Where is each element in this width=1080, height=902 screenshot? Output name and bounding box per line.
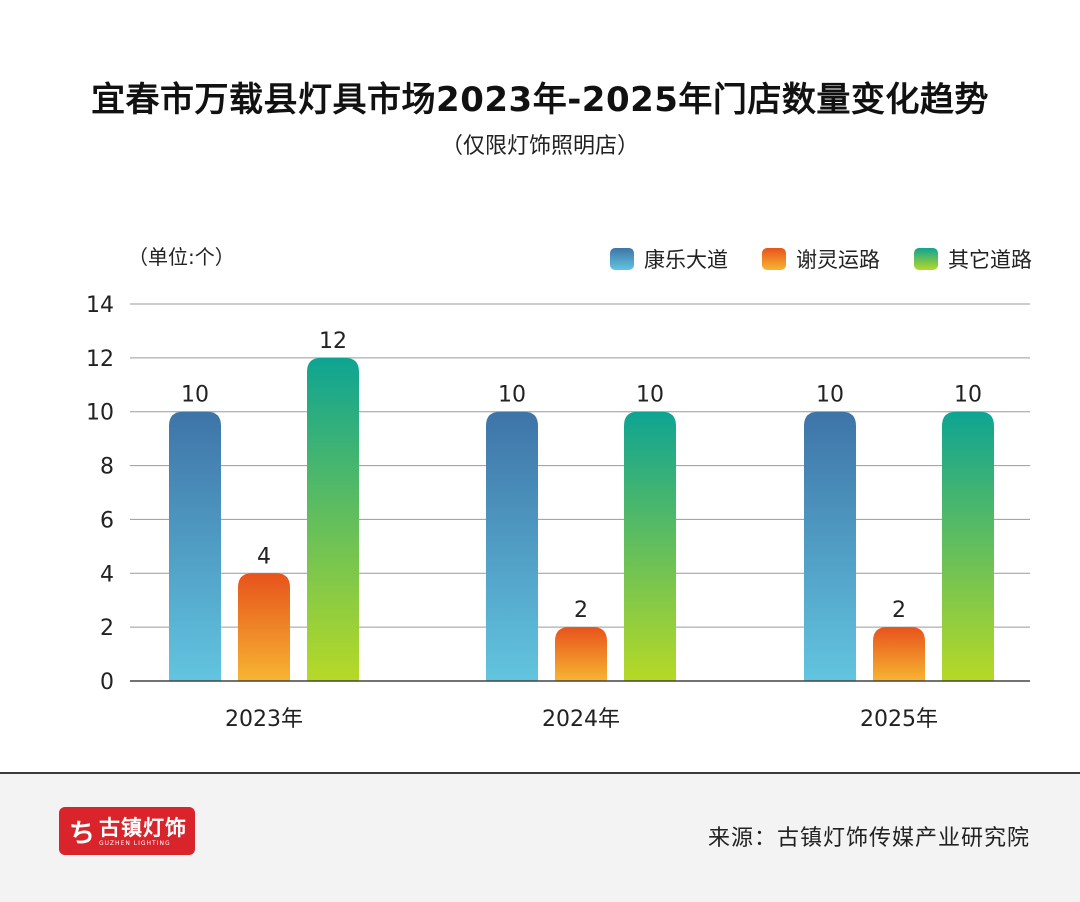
bar bbox=[555, 627, 607, 681]
y-tick-label: 12 bbox=[86, 347, 114, 372]
x-tick-label: 2023年 bbox=[225, 707, 303, 732]
bar bbox=[169, 411, 221, 681]
logo-subtext: GUZHEN LIGHTING bbox=[99, 840, 171, 847]
data-label: 2 bbox=[574, 598, 588, 623]
axes: 0 2 4 6 8 10 12 14 2023年 2024年 2025年 bbox=[86, 293, 1030, 732]
logo: ち 古镇灯饰 GUZHEN LIGHTING bbox=[59, 807, 195, 855]
bar bbox=[307, 357, 359, 681]
data-label: 10 bbox=[954, 383, 982, 408]
legend-swatch bbox=[610, 248, 634, 270]
source-text: 来源：古镇灯饰传媒产业研究院 bbox=[707, 826, 1030, 851]
data-label: 4 bbox=[257, 544, 271, 569]
data-label: 10 bbox=[816, 383, 844, 408]
x-tick-label: 2024年 bbox=[542, 707, 620, 732]
footer: ち 古镇灯饰 GUZHEN LIGHTING 来源：古镇灯饰传媒产业研究院 bbox=[0, 772, 1080, 902]
y-tick-label: 4 bbox=[100, 562, 114, 587]
bar bbox=[873, 627, 925, 681]
legend-label: 其它道路 bbox=[948, 248, 1032, 272]
data-label: 10 bbox=[498, 383, 526, 408]
y-tick-label: 6 bbox=[100, 508, 114, 533]
logo-text: 古镇灯饰 bbox=[99, 815, 187, 840]
y-tick-label: 8 bbox=[100, 455, 114, 480]
y-tick-label: 2 bbox=[100, 616, 114, 641]
y-tick-label: 14 bbox=[86, 293, 114, 318]
bars bbox=[169, 357, 994, 681]
bar bbox=[804, 411, 856, 681]
data-label: 10 bbox=[181, 383, 209, 408]
data-labels: 10 4 12 10 2 10 10 2 10 bbox=[181, 329, 982, 623]
bar-chart: 10 4 12 10 2 10 10 2 10 0 2 4 6 8 10 12 14 2023年 2024年 202… bbox=[86, 245, 1032, 732]
data-label: 10 bbox=[636, 383, 664, 408]
legend-swatch bbox=[762, 248, 786, 270]
bar bbox=[942, 411, 994, 681]
bar bbox=[486, 411, 538, 681]
chart-title: 宜春市万载县灯具市场2023年-2025年门店数量变化趋势 bbox=[91, 80, 989, 120]
bar bbox=[624, 411, 676, 681]
legend: 康乐大道 谢灵运路 其它道路 bbox=[610, 248, 1032, 272]
legend-label: 康乐大道 bbox=[644, 248, 728, 272]
y-tick-label: 0 bbox=[100, 670, 114, 695]
legend-label: 谢灵运路 bbox=[796, 248, 880, 272]
legend-swatch bbox=[914, 248, 938, 270]
bar bbox=[238, 573, 290, 681]
data-label: 2 bbox=[892, 598, 906, 623]
x-tick-label: 2025年 bbox=[860, 707, 938, 732]
chart-subtitle: （仅限灯饰照明店） bbox=[440, 134, 639, 159]
unit-label: （单位:个） bbox=[128, 245, 235, 269]
data-label: 12 bbox=[319, 329, 347, 354]
y-tick-label: 10 bbox=[86, 401, 114, 426]
logo-mark-icon: ち bbox=[69, 819, 96, 849]
